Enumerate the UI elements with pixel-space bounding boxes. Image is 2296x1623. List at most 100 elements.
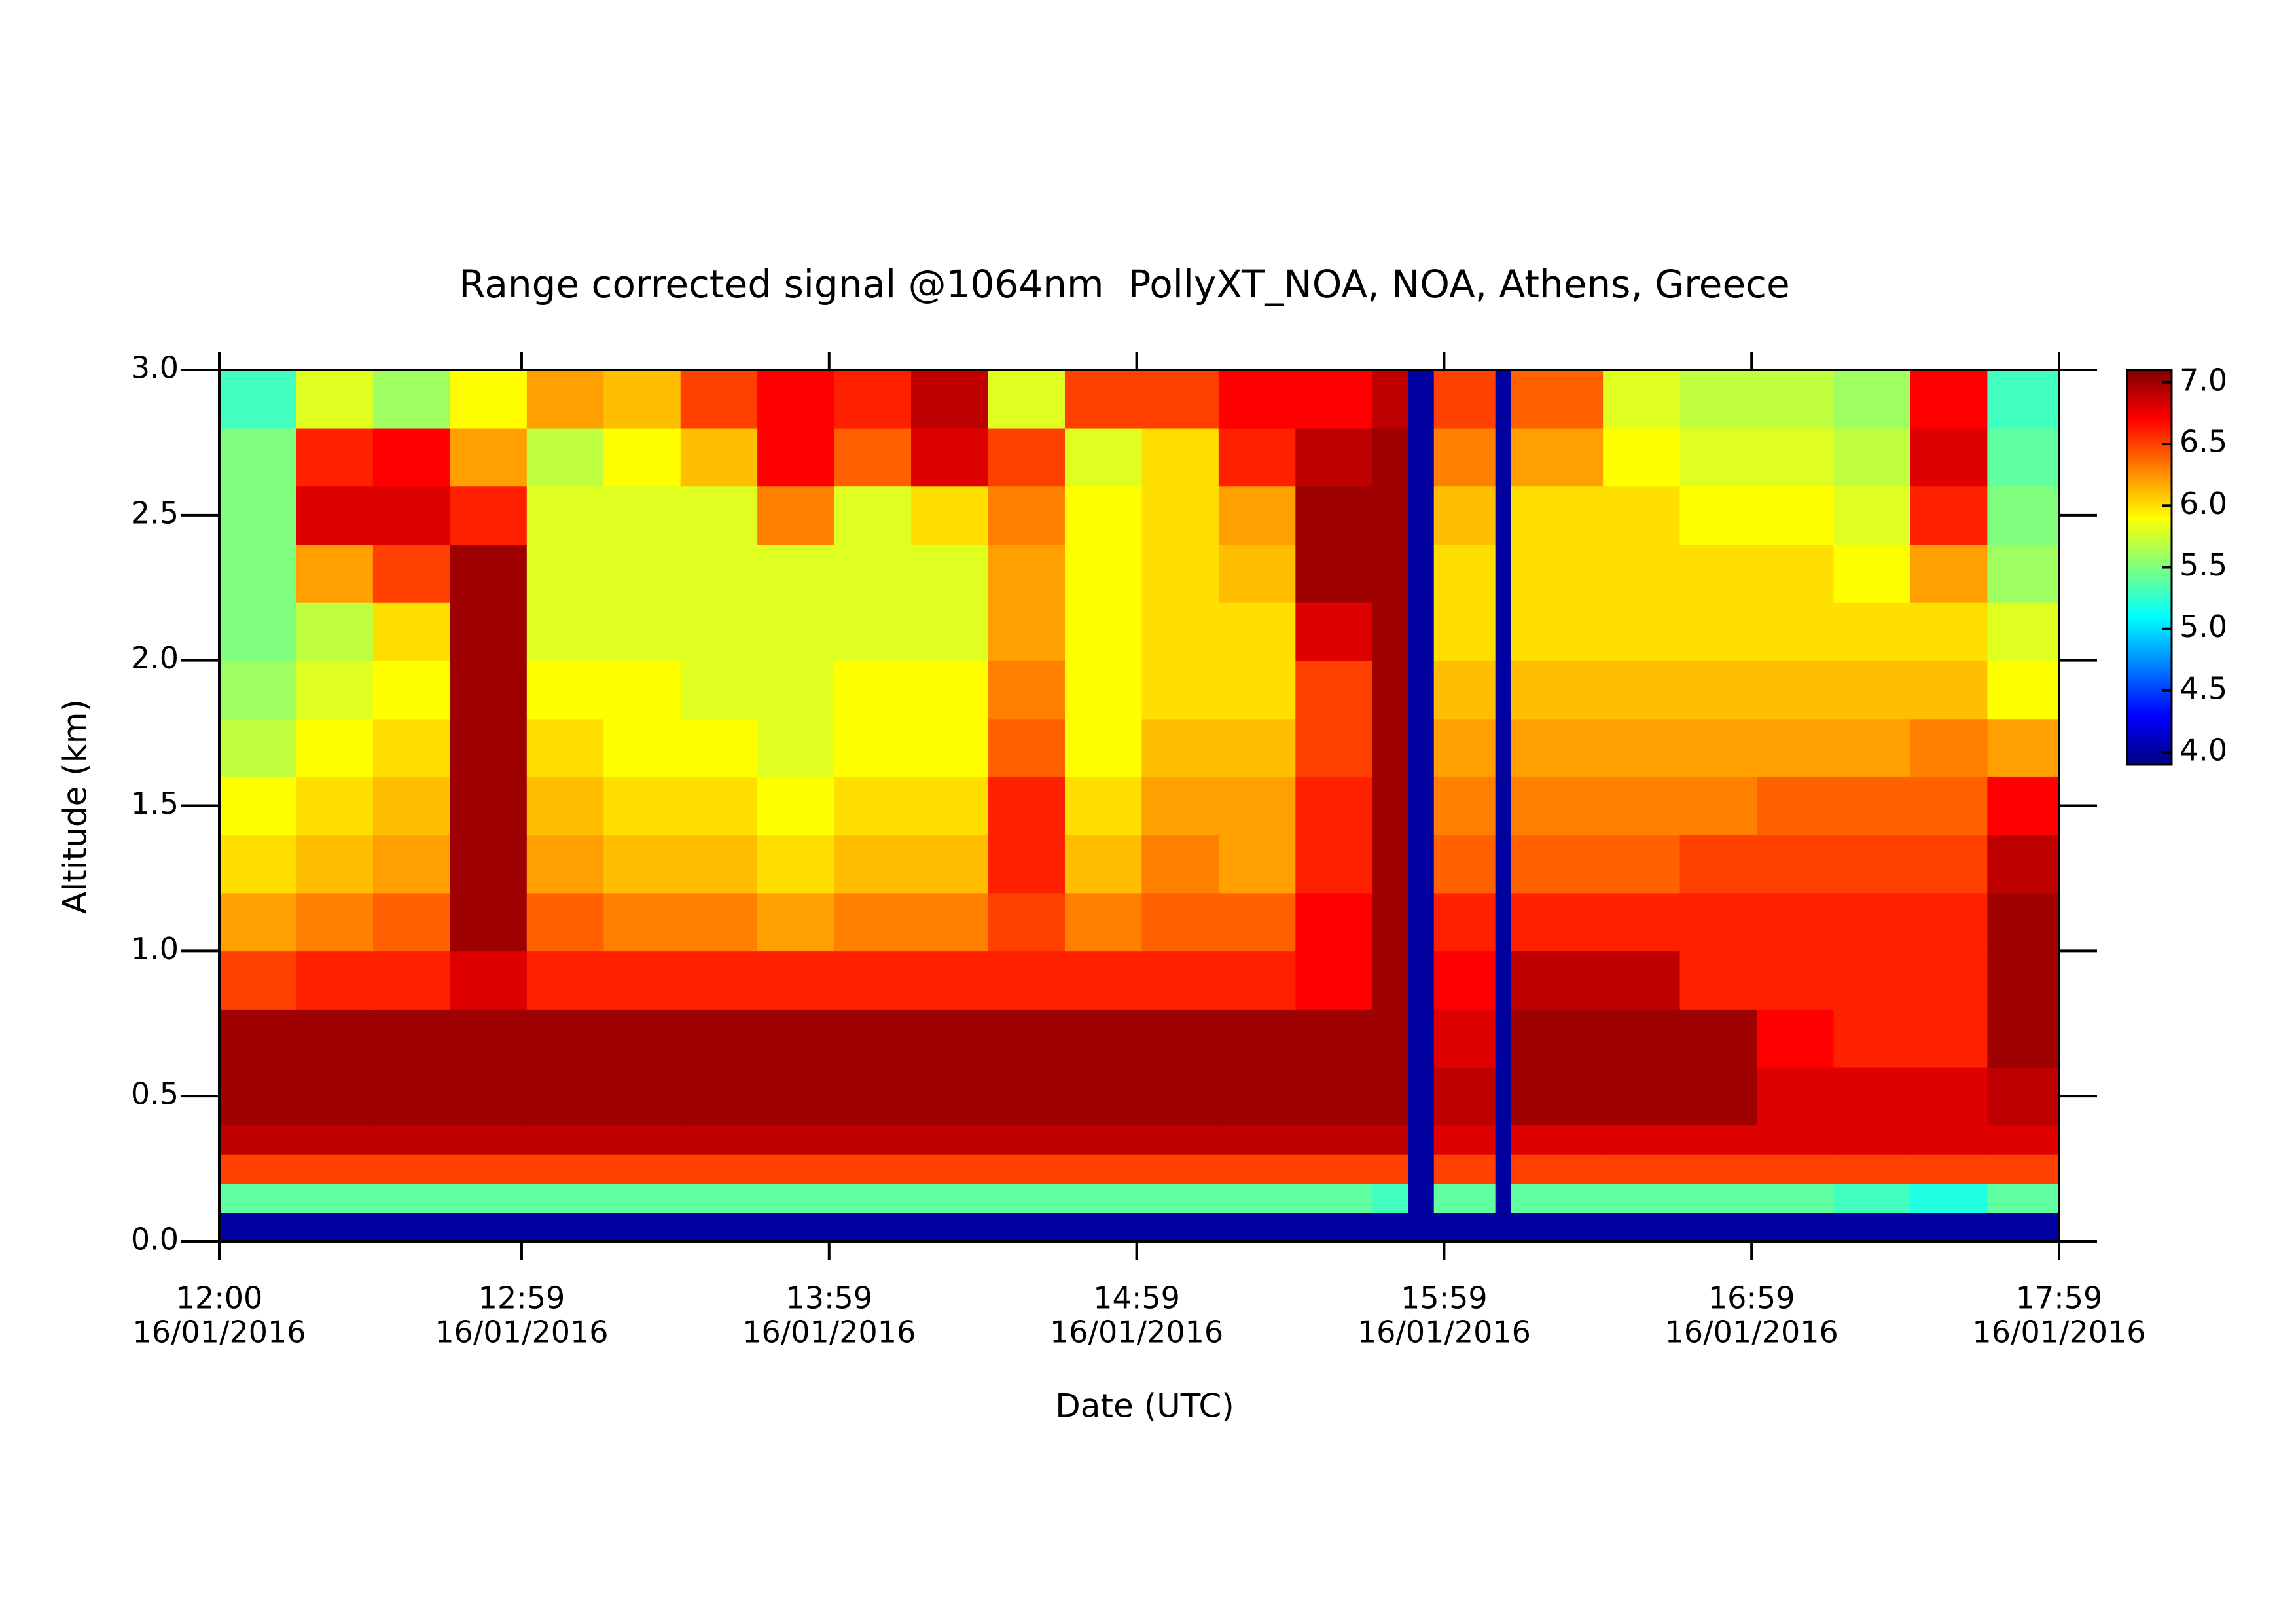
heatmap-cell (834, 544, 912, 603)
heatmap-cell (1679, 602, 1757, 661)
heatmap-cell (1433, 834, 1496, 894)
x-tick-label: 12:00 (176, 1281, 263, 1316)
heatmap-cell (680, 428, 758, 487)
y-tick-label: 2.5 (131, 495, 179, 530)
heatmap-cell (1511, 1067, 1604, 1126)
heatmap-cell (1987, 602, 2060, 661)
heatmap-cell (1603, 486, 1681, 545)
heatmap-cell (1433, 602, 1496, 661)
heatmap-cell (1141, 951, 1219, 1010)
heatmap-cell (372, 370, 451, 429)
heatmap-cell (834, 1183, 912, 1213)
heatmap-cell (1757, 951, 1835, 1010)
y-axis-label: Altitude (km) (56, 699, 94, 914)
heatmap-cell (1987, 718, 2060, 777)
heatmap-cell (1372, 1154, 1409, 1184)
heatmap-cell (1495, 544, 1511, 603)
heatmap-cell (1408, 602, 1435, 661)
heatmap-cell (1679, 1125, 1757, 1155)
heatmap-cell (603, 660, 681, 720)
heatmap-cell (1603, 1009, 1681, 1068)
heatmap-cell (526, 1067, 605, 1126)
heatmap-cell (1141, 428, 1219, 487)
heatmap-cell (988, 1212, 1066, 1242)
heatmap-cell (450, 892, 528, 952)
heatmap-cell (988, 428, 1066, 487)
heatmap-cell (1295, 660, 1373, 720)
heatmap-cell (1372, 951, 1409, 1010)
heatmap-cell (219, 1125, 297, 1155)
heatmap-cell (680, 1009, 758, 1068)
heatmap-cell (988, 1009, 1066, 1068)
heatmap-cell (1372, 660, 1409, 720)
heatmap-cell (1141, 602, 1219, 661)
heatmap-cell (450, 486, 528, 545)
heatmap-cell (1408, 1125, 1435, 1155)
heatmap-cell (911, 370, 989, 429)
heatmap-cell (1910, 776, 1988, 835)
heatmap-cell (219, 1183, 297, 1213)
heatmap-cell (1495, 370, 1511, 429)
heatmap-cell (988, 370, 1066, 429)
heatmap-cell (834, 1212, 912, 1242)
heatmap-cell (834, 660, 912, 720)
heatmap-cell (450, 1125, 528, 1155)
heatmap-cell (450, 834, 528, 894)
heatmap-cell (1064, 602, 1143, 661)
heatmap-cell (603, 1212, 681, 1242)
heatmap-cell (1218, 1154, 1297, 1184)
heatmap-cell (1295, 1009, 1373, 1068)
heatmap-cell (757, 1154, 835, 1184)
heatmap-cell (296, 1125, 374, 1155)
heatmap-cell (1295, 370, 1373, 429)
heatmap-cell (526, 776, 605, 835)
heatmap-cell (1064, 892, 1143, 952)
heatmap-cell (1757, 544, 1835, 603)
heatmap-cell (1408, 370, 1435, 429)
heatmap-cell (526, 1125, 605, 1155)
heatmap-cell (988, 602, 1066, 661)
heatmap-cell (1987, 1125, 2060, 1155)
heatmap-cell (1603, 834, 1681, 894)
heatmap-cell (1757, 776, 1835, 835)
heatmap-cell (1987, 370, 2060, 429)
heatmap-cell (219, 776, 297, 835)
heatmap-cell (1218, 834, 1297, 894)
heatmap-cell (526, 892, 605, 952)
heatmap-cell (911, 1183, 989, 1213)
colorbar-tick-label: 5.5 (2179, 547, 2227, 583)
heatmap-cell (680, 1183, 758, 1213)
heatmap-cell (1679, 834, 1757, 894)
heatmap-cell (1910, 1009, 1988, 1068)
heatmap-cell (526, 1154, 605, 1184)
heatmap-cell (450, 1183, 528, 1213)
heatmap-cell (450, 1067, 528, 1126)
heatmap-cell (1495, 892, 1511, 952)
heatmap-cell (1757, 892, 1835, 952)
heatmap-cell (988, 834, 1066, 894)
heatmap-cell (680, 718, 758, 777)
heatmap-cell (1910, 1212, 1988, 1242)
heatmap-cell (1833, 1125, 1911, 1155)
heatmap-cell (1833, 776, 1911, 835)
heatmap-cell (834, 892, 912, 952)
heatmap-cell (219, 892, 297, 952)
heatmap-cell (757, 1009, 835, 1068)
heatmap-cell (450, 1009, 528, 1068)
heatmap-cell (834, 428, 912, 487)
heatmap-cell (988, 486, 1066, 545)
heatmap-cell (372, 776, 451, 835)
heatmap-cell (1295, 1067, 1373, 1126)
heatmap-cell (1910, 1067, 1988, 1126)
heatmap-cell (680, 1125, 758, 1155)
x-tick-label: 14:59 (1093, 1281, 1180, 1316)
heatmap-cell (1141, 1067, 1219, 1126)
colorbar-tick-label: 5.0 (2179, 609, 2227, 644)
x-tick-label: 16/01/2016 (435, 1315, 608, 1350)
heatmap-cell (1511, 1125, 1604, 1155)
heatmap-cell (911, 428, 989, 487)
heatmap-cell (1603, 1154, 1681, 1184)
x-tick-label: 16/01/2016 (1357, 1315, 1531, 1350)
heatmap-cell (372, 1154, 451, 1184)
